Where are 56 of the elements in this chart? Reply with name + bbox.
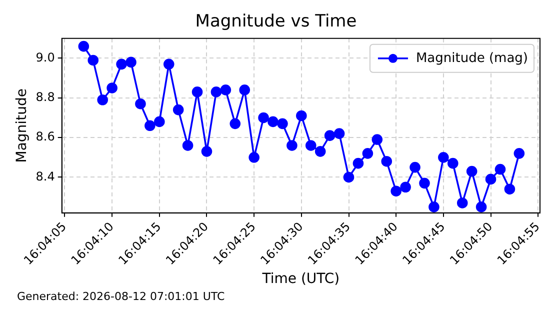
point — [466, 166, 478, 177]
x-axis-title: Time (UTC) — [261, 271, 340, 288]
point — [192, 86, 203, 98]
point — [106, 82, 118, 94]
point — [201, 146, 212, 157]
point — [258, 112, 269, 124]
point — [352, 158, 364, 169]
point — [248, 152, 260, 163]
point — [324, 130, 336, 141]
point — [220, 84, 232, 96]
y-tick-label: 8.4 — [36, 169, 55, 184]
point — [268, 116, 278, 128]
point — [78, 40, 90, 52]
point — [372, 134, 383, 145]
point — [514, 148, 525, 159]
point — [305, 140, 316, 151]
point — [419, 178, 430, 189]
point — [314, 146, 326, 157]
point — [343, 172, 354, 183]
legend-label: Magnitude (mag) — [416, 50, 528, 66]
point — [438, 152, 449, 163]
point — [135, 98, 146, 110]
point — [97, 94, 108, 106]
point — [286, 140, 298, 151]
point — [400, 182, 411, 193]
y-axis-title: Magnitude — [14, 88, 30, 163]
point — [239, 84, 250, 96]
point — [296, 110, 307, 122]
point — [172, 104, 184, 116]
point — [334, 128, 345, 139]
text: Generated: 2026-08-12 07:01:01 UTC — [17, 290, 226, 303]
point — [230, 118, 241, 130]
point — [126, 56, 136, 68]
point — [485, 174, 496, 185]
point — [381, 156, 392, 167]
point — [163, 58, 174, 70]
point — [88, 54, 99, 66]
point — [154, 116, 165, 128]
point — [390, 186, 402, 196]
point — [448, 158, 458, 169]
y-tick-label: 8.6 — [36, 130, 55, 144]
y-tick-label: 8.8 — [36, 90, 55, 104]
chart-title: Magnitude vs Time — [195, 12, 357, 32]
point — [277, 118, 288, 130]
y-tick-label: 9.0 — [36, 50, 55, 64]
point — [210, 86, 222, 98]
point — [456, 198, 468, 208]
point — [144, 120, 156, 132]
point — [362, 148, 374, 159]
point — [410, 162, 420, 173]
point — [428, 202, 440, 212]
point — [476, 202, 487, 212]
point — [182, 140, 194, 151]
point — [504, 184, 516, 195]
point — [116, 58, 127, 70]
point — [494, 164, 506, 175]
